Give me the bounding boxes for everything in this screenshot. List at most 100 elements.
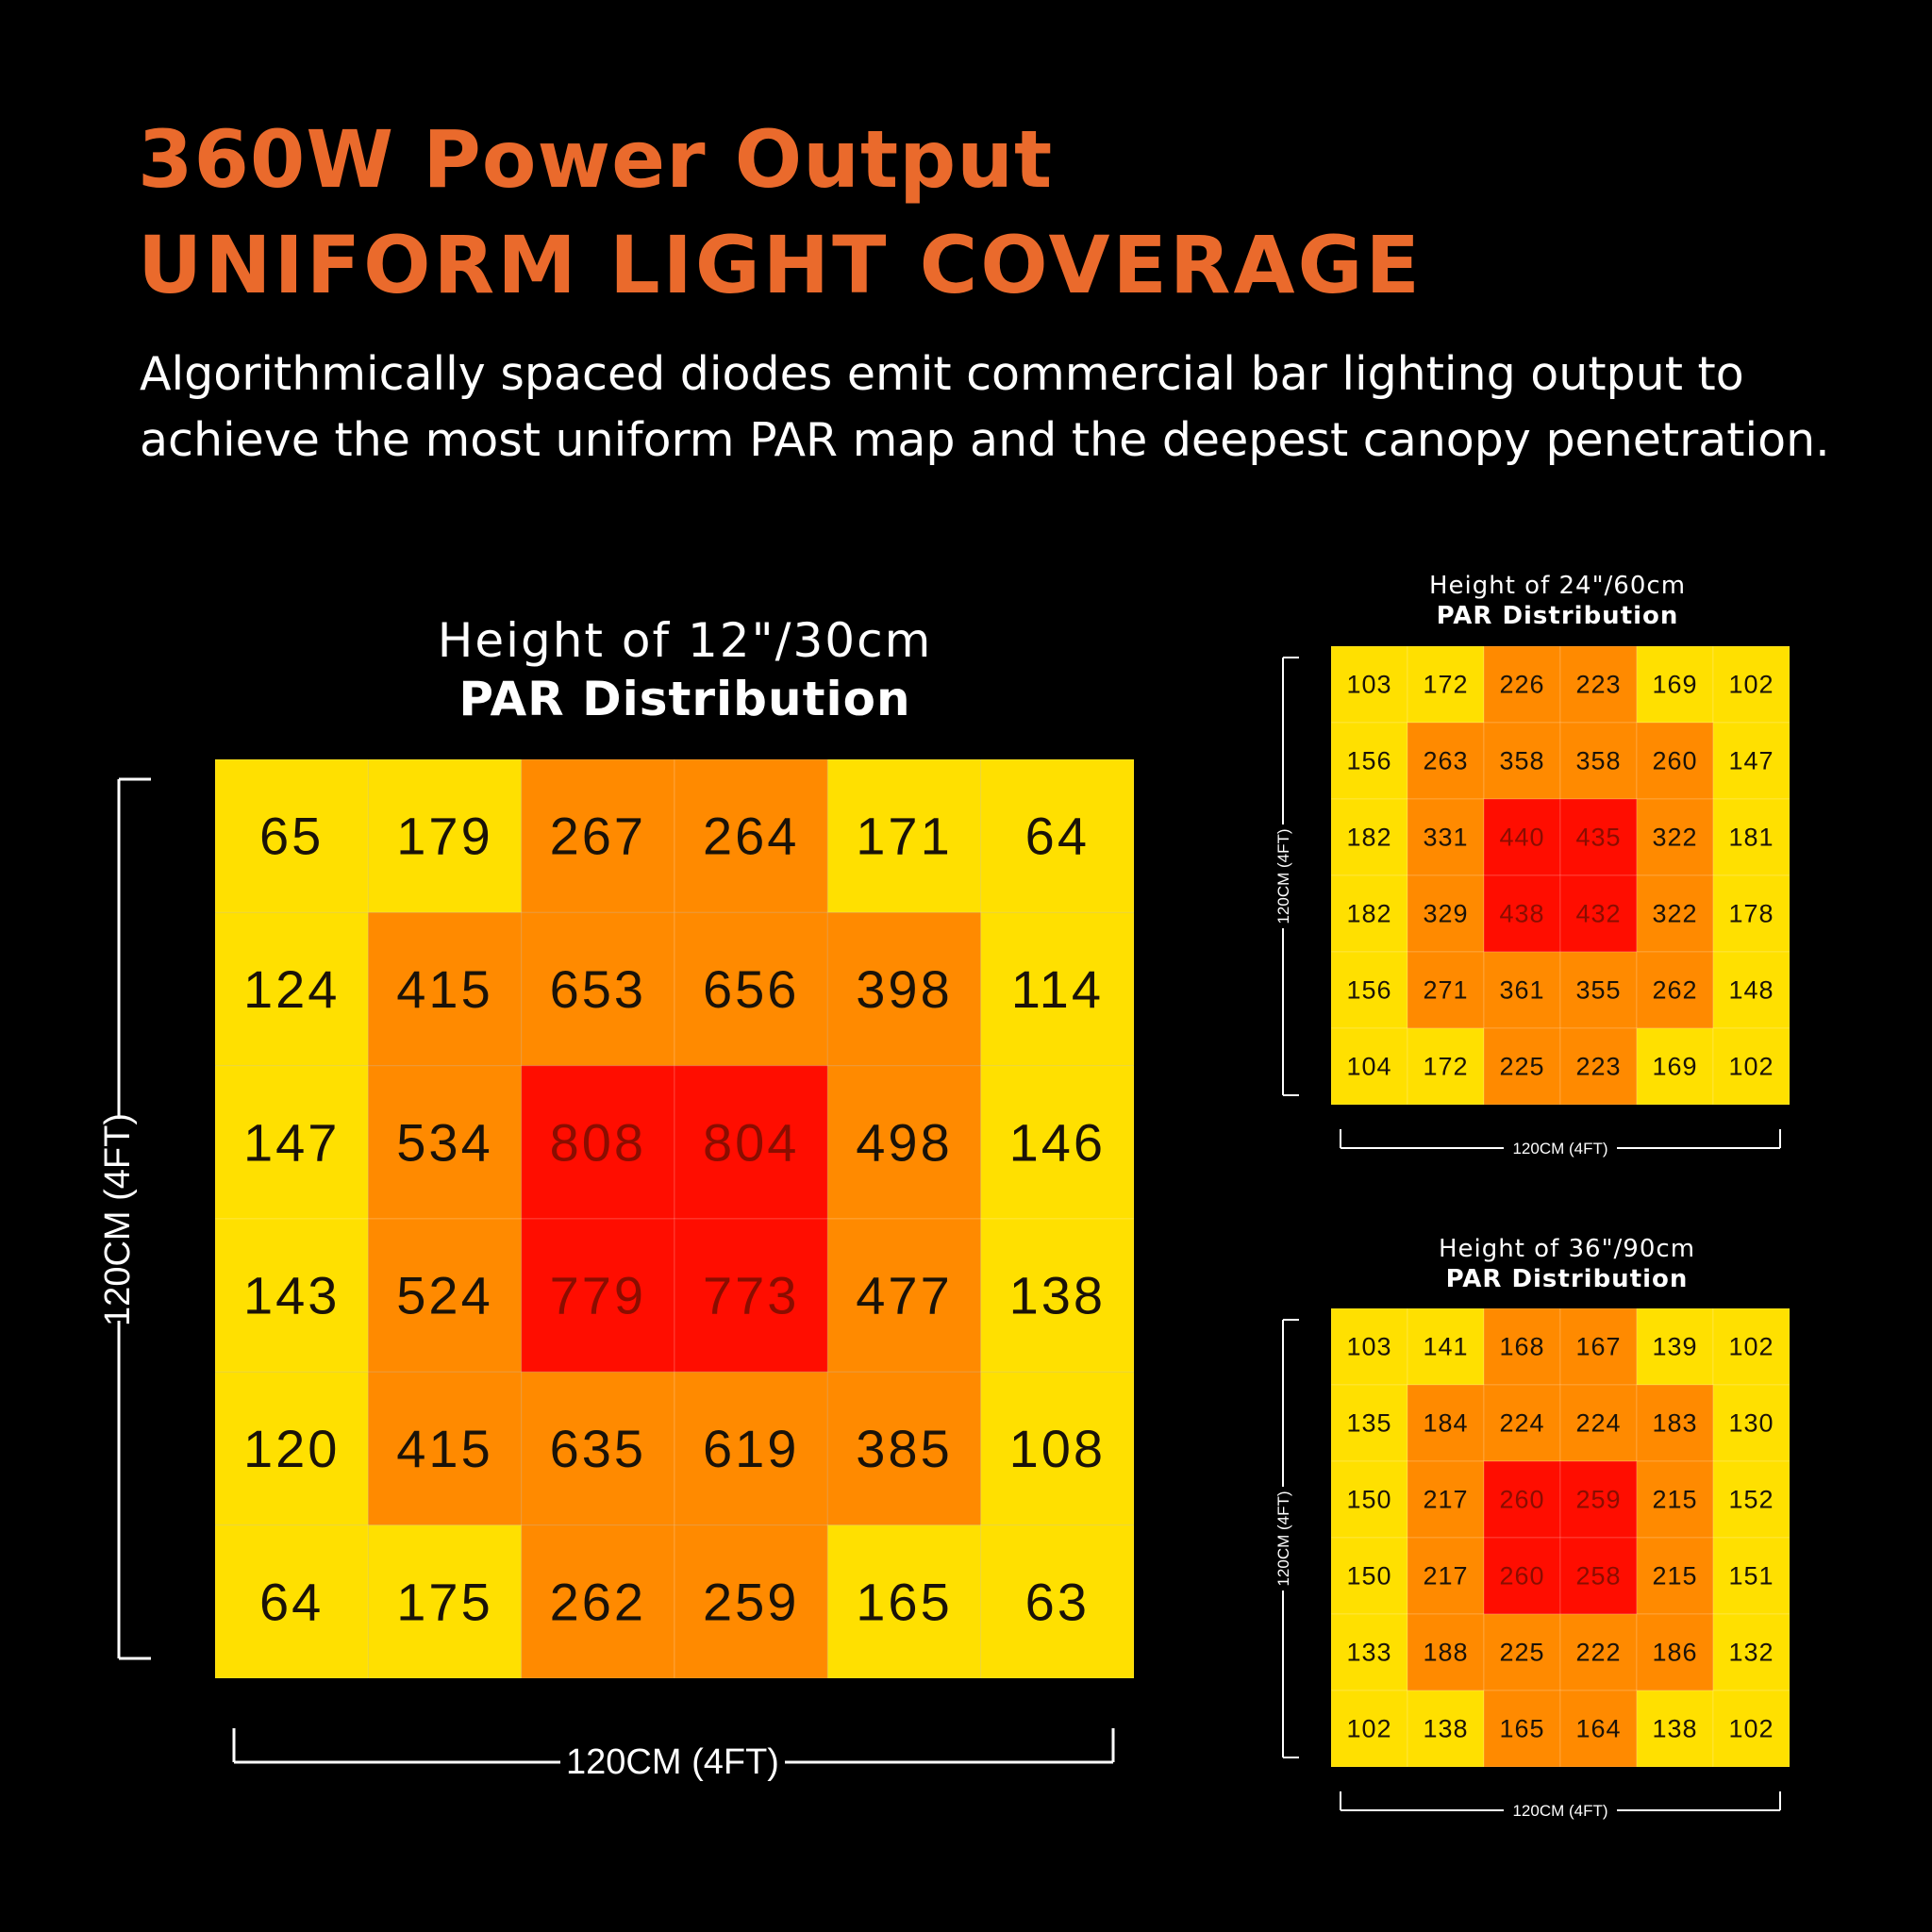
h24-value-r5-c2: 271 bbox=[1423, 976, 1468, 1005]
h24-value-r1-c5: 169 bbox=[1652, 671, 1697, 699]
main-panel-title: Height of 12"/30cm PAR Distribution bbox=[355, 611, 1015, 728]
h24-cell-r3-c3 bbox=[1483, 798, 1561, 876]
h36-value-r5-c5: 186 bbox=[1652, 1639, 1697, 1667]
h36-cell-r4-c2 bbox=[1407, 1537, 1485, 1615]
main-cell-r4-c3 bbox=[521, 1218, 675, 1373]
small2-height-label: Height of 36"/90cm bbox=[1438, 1235, 1696, 1263]
main-cell-r6-c6 bbox=[980, 1524, 1134, 1678]
main-value-r3-c1: 147 bbox=[243, 1112, 340, 1172]
h24-value-r6-c3: 225 bbox=[1499, 1053, 1544, 1081]
h36-cell-r2-c4 bbox=[1559, 1384, 1638, 1462]
main-value-r6-c5: 165 bbox=[856, 1572, 952, 1631]
main-cell-r3-c5 bbox=[826, 1065, 982, 1220]
h36-cell-r4-c6 bbox=[1712, 1537, 1790, 1615]
par-heatmap-24in: 103 172 226 223 169 102 156 263 358 358 260 147 182 3… bbox=[1331, 646, 1790, 1105]
main-value-r1-c5: 171 bbox=[856, 807, 952, 866]
h36-cell-r3-c4 bbox=[1559, 1460, 1638, 1539]
h24-value-r3-c4: 435 bbox=[1575, 824, 1621, 852]
h36-cell-r3-c6 bbox=[1712, 1460, 1790, 1539]
h36-value-r4-c5: 215 bbox=[1652, 1562, 1697, 1591]
main-value-r6-c2: 175 bbox=[396, 1572, 492, 1631]
main-cell-r5-c1 bbox=[215, 1371, 369, 1526]
main-value-r1-c2: 179 bbox=[396, 807, 492, 866]
main-cell-r2-c6 bbox=[980, 911, 1134, 1067]
main-value-r5-c6: 108 bbox=[1009, 1419, 1106, 1478]
h24-value-r2-c6: 147 bbox=[1728, 747, 1774, 775]
h36-cell-r2-c3 bbox=[1483, 1384, 1561, 1462]
small2-par-subtitle: PAR Distribution bbox=[1445, 1265, 1689, 1293]
h36-cell-r1-c3 bbox=[1483, 1308, 1561, 1386]
h36-cell-r6-c6 bbox=[1712, 1690, 1790, 1767]
h36-cell-r1-c2 bbox=[1407, 1308, 1485, 1386]
h36-value-r6-c3: 165 bbox=[1499, 1715, 1544, 1743]
h36-value-r3-c1: 150 bbox=[1346, 1486, 1391, 1514]
main-height-label: Height of 12"/30cm bbox=[437, 613, 933, 668]
h24-value-r4-c4: 432 bbox=[1575, 900, 1621, 928]
h24-value-r6-c2: 172 bbox=[1423, 1053, 1468, 1081]
h36-cell-r6-c3 bbox=[1483, 1690, 1561, 1767]
h24-value-r3-c2: 331 bbox=[1423, 824, 1468, 852]
h36-value-r5-c6: 132 bbox=[1728, 1639, 1774, 1667]
main-value-r3-c3: 808 bbox=[550, 1112, 646, 1172]
h36-cell-r1-c1 bbox=[1331, 1308, 1408, 1386]
h36-cell-r5-c5 bbox=[1636, 1613, 1714, 1691]
h36-value-r1-c6: 102 bbox=[1728, 1333, 1774, 1361]
main-value-r4-c6: 138 bbox=[1009, 1266, 1106, 1325]
h24-value-r1-c2: 172 bbox=[1423, 671, 1468, 699]
h36-cell-r6-c2 bbox=[1407, 1690, 1485, 1767]
h24-value-r2-c5: 260 bbox=[1652, 747, 1697, 775]
main-cell-r5-c6 bbox=[980, 1371, 1134, 1526]
main-cell-r2-c1 bbox=[215, 911, 369, 1067]
main-value-r4-c2: 524 bbox=[396, 1266, 492, 1325]
main-value-r5-c4: 619 bbox=[703, 1419, 799, 1478]
main-cell-r1-c6 bbox=[980, 759, 1134, 913]
small1-height-label: Height of 24"/60cm bbox=[1428, 572, 1687, 600]
main-value-r2-c6: 114 bbox=[1011, 959, 1104, 1019]
small2-panel-title: Height of 36"/90cm PAR Distribution bbox=[1331, 1234, 1803, 1294]
x-dimension-small2: 120CM (4FT) bbox=[1340, 1791, 1781, 1820]
main-cell-r2-c3 bbox=[521, 911, 675, 1067]
main-par-subtitle: PAR Distribution bbox=[458, 672, 911, 726]
main-cell-r6-c3 bbox=[521, 1524, 675, 1678]
h24-value-r5-c3: 361 bbox=[1499, 976, 1544, 1005]
h24-value-r1-c3: 226 bbox=[1499, 671, 1544, 699]
h24-value-r6-c1: 104 bbox=[1346, 1053, 1391, 1081]
h36-cell-r5-c3 bbox=[1483, 1613, 1561, 1691]
main-cell-r2-c5 bbox=[826, 911, 982, 1067]
x-dimension-small1-label: 120CM (4FT) bbox=[1512, 1140, 1607, 1158]
h24-value-r3-c5: 322 bbox=[1652, 824, 1697, 852]
h24-cell-r5-c1 bbox=[1331, 951, 1408, 1029]
main-value-r6-c4: 259 bbox=[703, 1572, 799, 1631]
x-dimension-main: 120CM (4FT) bbox=[232, 1728, 1115, 1782]
h36-value-r2-c3: 224 bbox=[1499, 1409, 1544, 1438]
h36-value-r4-c2: 217 bbox=[1423, 1562, 1468, 1591]
main-cell-r1-c4 bbox=[674, 759, 828, 913]
main-value-r4-c1: 143 bbox=[243, 1266, 340, 1325]
h36-value-r2-c4: 224 bbox=[1575, 1409, 1621, 1438]
main-value-r4-c5: 477 bbox=[856, 1266, 952, 1325]
main-cell-r3-c6 bbox=[980, 1065, 1134, 1220]
h36-cell-r5-c4 bbox=[1559, 1613, 1638, 1691]
main-value-r5-c1: 120 bbox=[243, 1419, 340, 1478]
h24-cell-r6-c3 bbox=[1483, 1027, 1561, 1105]
h36-value-r5-c1: 133 bbox=[1346, 1639, 1391, 1667]
h36-value-r6-c4: 164 bbox=[1575, 1715, 1621, 1743]
h24-value-r6-c6: 102 bbox=[1728, 1053, 1774, 1081]
y-dimension-small2-label: 120CM (4FT) bbox=[1274, 1491, 1292, 1586]
main-cell-r4-c2 bbox=[367, 1218, 523, 1373]
h24-value-r4-c2: 329 bbox=[1423, 900, 1468, 928]
h36-value-r2-c1: 135 bbox=[1346, 1409, 1391, 1438]
h24-cell-r1-c4 bbox=[1559, 646, 1638, 724]
h36-value-r3-c2: 217 bbox=[1423, 1486, 1468, 1514]
main-cell-r3-c4 bbox=[674, 1065, 828, 1220]
h24-value-r5-c1: 156 bbox=[1346, 976, 1391, 1005]
h36-value-r3-c4: 259 bbox=[1575, 1486, 1621, 1514]
main-cell-r4-c1 bbox=[215, 1218, 369, 1373]
main-cell-r1-c2 bbox=[367, 759, 523, 913]
headline-power-output: 360W Power Output bbox=[138, 113, 1054, 206]
par-heatmap-12in: 65 179 267 264 171 64 124 415 653 656 398 114 147 534… bbox=[215, 759, 1134, 1678]
main-cell-r3-c1 bbox=[215, 1065, 369, 1220]
main-value-r1-c1: 65 bbox=[259, 807, 324, 866]
main-cell-r5-c4 bbox=[674, 1371, 828, 1526]
main-cell-r6-c5 bbox=[826, 1524, 982, 1678]
